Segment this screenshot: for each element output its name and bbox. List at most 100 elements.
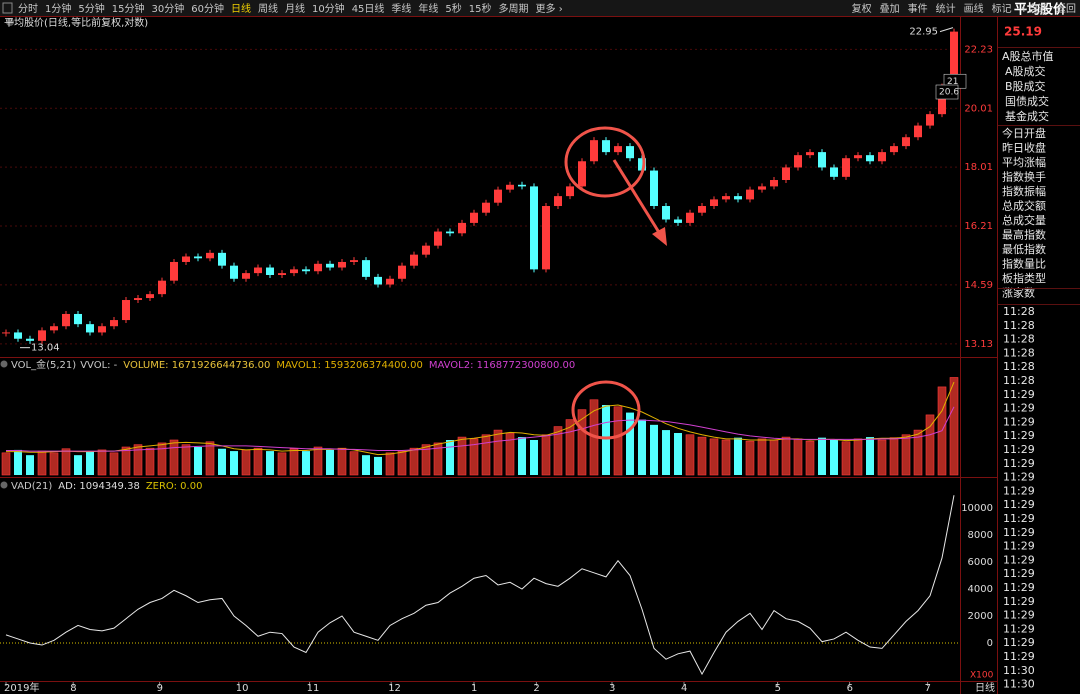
candle-body [722, 196, 730, 200]
time-entry: 11:29 [1003, 553, 1035, 566]
quote-field: 指数换手 [1002, 170, 1046, 184]
time-entry: 11:28 [1003, 346, 1035, 359]
quote-field: 涨家数 [1002, 286, 1035, 300]
quote-field: 指数量比 [1002, 257, 1046, 271]
candle-body [650, 170, 658, 207]
highlight-arrow [612, 159, 662, 235]
x-tick-label: 8 [70, 683, 76, 694]
volume-bar [565, 419, 575, 476]
annotation: 22.95 [909, 27, 938, 38]
settings-icon[interactable] [6, 18, 14, 26]
toolbar-item[interactable]: 叠加 [880, 3, 900, 15]
time-entry: 11:29 [1003, 636, 1035, 649]
candle-body [278, 273, 286, 275]
volume-bar [397, 450, 407, 476]
candle-body [86, 324, 94, 333]
volume-bar [793, 438, 803, 476]
toolbar-item[interactable]: 多周期 [499, 2, 529, 15]
settings-icon[interactable] [0, 481, 8, 489]
y-tick-label: 14.59 [964, 280, 993, 291]
toolbar-item[interactable]: 复权 [852, 2, 872, 15]
quote-field: 总成交额 [1002, 199, 1046, 213]
toolbar-item[interactable]: 10分钟 [312, 2, 345, 15]
time-entry: 11:29 [1003, 457, 1035, 470]
volume-bar [218, 448, 226, 475]
time-entry: 11:29 [1003, 540, 1035, 553]
candle-body [2, 332, 10, 334]
candle-body [194, 256, 202, 259]
toolbar-item[interactable]: 季线 [391, 2, 411, 15]
volume-bar [709, 438, 719, 476]
candle-body [614, 146, 622, 153]
volume-bar [866, 437, 874, 475]
candle-body [38, 330, 46, 341]
toolbar-item[interactable]: 事件 [908, 2, 928, 15]
volume-bar [385, 452, 395, 476]
x-tick-label: 11 [307, 683, 320, 694]
candle-body [530, 186, 538, 270]
time-entry: 11:29 [1003, 388, 1035, 401]
x-tick-label: 3 [609, 683, 615, 694]
candle-body [302, 269, 310, 272]
quote-field: A股成交 [1005, 64, 1046, 78]
y-tick-label: 10000 [961, 503, 993, 514]
toolbar-item[interactable]: 15分钟 [112, 2, 145, 15]
toolbar-item[interactable]: 45日线 [352, 2, 385, 15]
toolbar-item[interactable]: 周线 [258, 2, 278, 15]
volume-bar [841, 441, 851, 476]
candle-body [794, 155, 802, 168]
candle-body [434, 231, 442, 246]
toolbar-item[interactable]: 5分钟 [78, 2, 104, 15]
candle-body [74, 313, 82, 325]
candle-body [758, 186, 766, 190]
candle-body [890, 146, 898, 153]
candle-body [566, 186, 574, 197]
moving-average-line [6, 406, 955, 452]
toolbar-item[interactable]: 画线 [964, 2, 984, 15]
candle-body [914, 125, 922, 138]
toolbar-item[interactable]: 60分钟 [191, 2, 224, 15]
legend-entry: MAVOL1: 1593206374400.00 [276, 360, 422, 371]
volume-bar [409, 447, 419, 476]
volume-bar [326, 449, 334, 475]
candle-body [62, 313, 70, 327]
volume-bar [518, 437, 526, 475]
y-tick-label: 13.13 [964, 339, 993, 350]
toolbar-item[interactable]: 1分钟 [45, 2, 71, 15]
toolbar-item[interactable]: 月线 [285, 2, 305, 15]
toolbar-item[interactable]: 15秒 [469, 2, 492, 15]
quote-field: 平均涨幅 [1002, 156, 1046, 169]
candle-body [542, 206, 550, 270]
toolbar-item[interactable]: 年线 [418, 2, 438, 15]
candle-body [686, 212, 694, 223]
candle-body [254, 267, 262, 274]
window-icon[interactable] [2, 2, 13, 14]
volume-bar [674, 433, 682, 475]
x-tick-label: 2 [533, 683, 539, 694]
toolbar-item[interactable]: 30分钟 [151, 2, 184, 15]
toolbar-item[interactable]: 返回 [1056, 3, 1076, 15]
legend-entry: MAVOL2: 1168772300800.00 [429, 360, 575, 371]
volume-bar [925, 414, 935, 476]
toolbar-item[interactable]: 统计 [936, 2, 956, 15]
time-entry: 11:29 [1003, 609, 1035, 622]
annotation-box [935, 84, 959, 100]
toolbar-item[interactable]: +自选 [1020, 2, 1048, 15]
volume-bar [553, 426, 563, 476]
candle-body [818, 152, 826, 168]
settings-icon[interactable] [0, 360, 8, 368]
candle-body [494, 189, 502, 203]
highlight-circle [564, 126, 646, 198]
quote-field: B股成交 [1005, 79, 1046, 93]
legend-entry: VOLUME: 1671926644736.00 [123, 360, 270, 371]
time-entry: 11:28 [1003, 319, 1035, 332]
volume-bar [374, 456, 382, 475]
toolbar-item[interactable]: 5秒 [445, 2, 461, 15]
toolbar-item[interactable]: 日线 [231, 2, 251, 15]
volume-bar [830, 440, 838, 475]
toolbar-item[interactable]: 标记 [992, 3, 1012, 15]
toolbar-item[interactable]: 更多 › [536, 2, 563, 15]
toolbar-item[interactable]: 分时 [18, 3, 38, 15]
annotation-arrow [939, 27, 954, 33]
